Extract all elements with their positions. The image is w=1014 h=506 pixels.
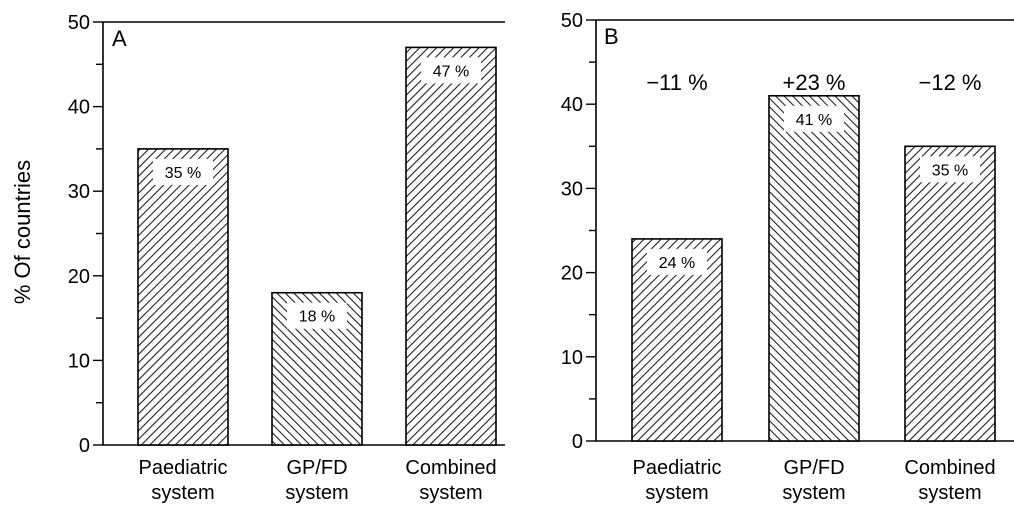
- category-label: Combined system: [405, 457, 496, 504]
- y-axis-label: % Of countries: [10, 160, 35, 304]
- y-tick-label: 30: [561, 178, 583, 200]
- panel-a: 0 10 20 30 40 50 A 35 % Paediatric system 18 % GP/F…: [68, 12, 505, 504]
- y-tick-label: 10: [68, 350, 90, 372]
- change-annotation: −11 %: [646, 70, 707, 95]
- data-label: 47 %: [433, 63, 469, 80]
- category-label: GP/FD system: [782, 457, 845, 504]
- data-label: 18 %: [299, 309, 335, 326]
- data-label: 35 %: [932, 162, 968, 179]
- bar: [138, 149, 228, 445]
- panel-b: 0 10 20 30 40 50 B 24 % Paediatric system 41 % GP/F…: [561, 10, 1014, 504]
- y-tick-label: 50: [68, 12, 90, 34]
- panel-letter: B: [604, 24, 619, 49]
- category-label: Paediatric system: [633, 457, 722, 504]
- y-tick-label: 50: [561, 10, 583, 32]
- panel-letter: A: [112, 26, 127, 51]
- data-label: 24 %: [659, 255, 695, 272]
- change-annotation: −12 %: [919, 70, 982, 95]
- y-tick-label: 40: [561, 94, 583, 116]
- y-tick-label: 10: [561, 347, 583, 369]
- bar: [769, 96, 859, 441]
- category-label: Combined system: [904, 457, 995, 504]
- y-tick-label: 20: [561, 263, 583, 285]
- y-tick-label: 0: [572, 431, 583, 453]
- y-tick-label: 30: [68, 181, 90, 203]
- y-tick-label: 40: [68, 97, 90, 119]
- data-label: 35 %: [165, 165, 201, 182]
- change-annotation: +23 %: [783, 70, 846, 95]
- category-label: GP/FD system: [285, 457, 348, 504]
- y-tick-label: 20: [68, 266, 90, 288]
- bar: [905, 146, 995, 441]
- data-label: 41 %: [796, 112, 832, 129]
- category-label: Paediatric system: [139, 457, 228, 504]
- bar: [406, 47, 496, 445]
- y-tick-label: 0: [79, 435, 90, 457]
